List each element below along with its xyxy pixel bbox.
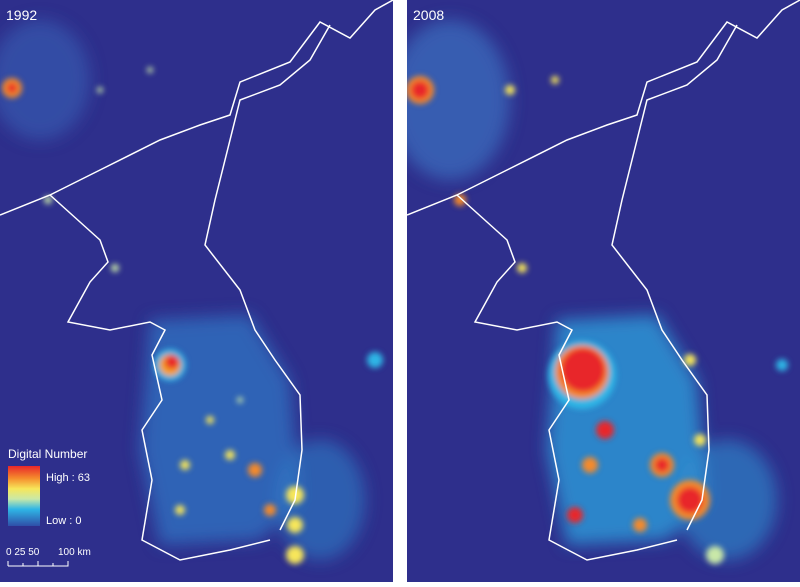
legend-high-label: High : 63 [46,472,90,484]
panel-title: 1992 [6,7,37,23]
legend-title: Digital Number [8,447,87,461]
scale-bar: 0 25 50 100 km [6,547,91,567]
city-lights [407,76,788,564]
city-lights [2,67,383,564]
legend-low-label: Low : 0 [46,515,81,527]
legend: Digital Number High : 63 Low : 0 [8,447,90,527]
coastline [407,0,800,561]
scale-bar-label: 100 km [58,547,91,558]
coastline [0,0,393,561]
panel-divider [393,0,407,582]
panel-2008: 2008 [407,0,800,582]
legend-color-bar [8,466,40,526]
scale-bar-label: 0 25 50 [6,547,40,558]
panel-title: 2008 [413,7,444,23]
panel-1992: 1992 [0,0,393,582]
scale-bar-line [7,561,69,567]
